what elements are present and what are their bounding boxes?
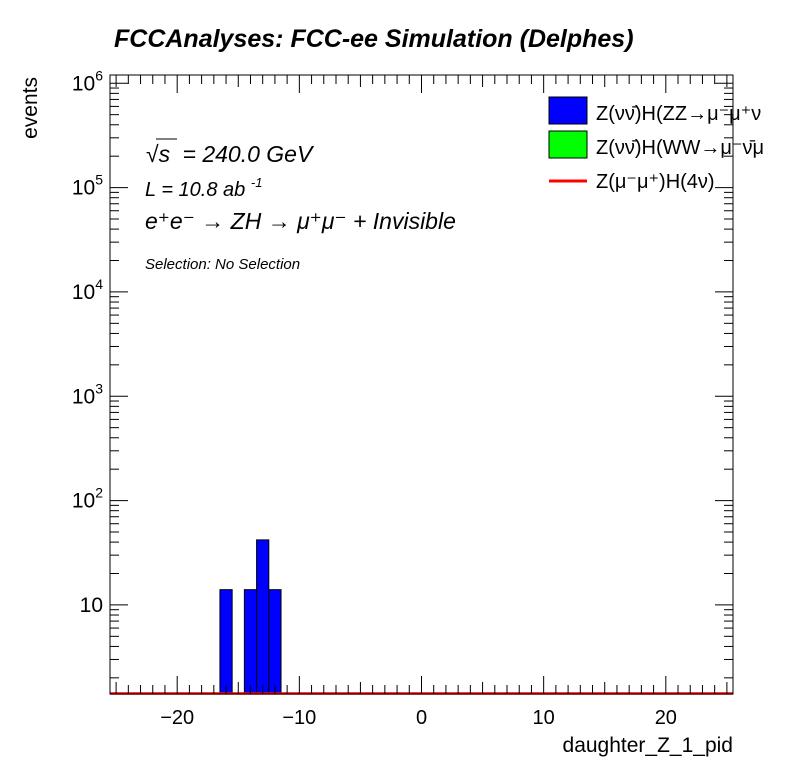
selection-annotation: Selection: No Selection: [145, 256, 300, 273]
histogram-bar: [268, 589, 282, 695]
legend-label: Z(νν̄)H(WW→μ⁻ν̄μ: [596, 137, 764, 159]
histogram-bar: [256, 539, 270, 695]
y-tick-label: 104: [72, 276, 103, 304]
legend-label: Z(μ⁻μ⁺)H(4ν): [596, 171, 715, 193]
y-tick-label: 103: [72, 380, 103, 408]
histogram-bars: [219, 539, 282, 695]
x-tick-label: 0: [416, 707, 427, 729]
x-tick-label: −10: [282, 707, 316, 729]
histogram-bar: [243, 589, 258, 695]
y-axis-label: events: [19, 77, 42, 139]
sqrt-s-symbol: √s: [146, 141, 171, 167]
luminosity-exponent: -1: [251, 175, 263, 190]
energy-value: = 240.0 GeV: [183, 141, 315, 167]
y-tick-label: 102: [72, 485, 103, 513]
svg-text:√s = 240.0 GeV: √s = 240.0 GeV: [146, 141, 315, 167]
luminosity-annotation: L = 10.8 ab -1: [145, 175, 262, 201]
legend-swatch: [548, 96, 588, 125]
histogram-bar: [219, 589, 233, 695]
x-axis-label: daughter_Z_1_pid: [563, 734, 733, 757]
y-axis-ticks: 10 102 103 104 105 106: [72, 67, 733, 679]
legend-label: Z(νν̄)H(ZZ→μ⁻μ⁺ν: [596, 103, 761, 125]
x-tick-label: 10: [533, 707, 555, 729]
y-tick-label: 10: [80, 594, 103, 617]
plot-frame: [109, 74, 734, 695]
legend-swatch: [548, 130, 588, 159]
luminosity-text: L = 10.8 ab: [145, 179, 245, 201]
y-tick-label: 105: [72, 172, 103, 200]
chart-title: FCCAnalyses: FCC-ee Simulation (Delphes): [114, 25, 634, 53]
x-axis-ticks: −20 −10 0 10 20: [115, 75, 728, 729]
x-tick-label: −20: [160, 707, 194, 729]
energy-annotation: √s = 240.0 GeV: [146, 138, 315, 167]
legend: Z(νν̄)H(ZZ→μ⁻μ⁺ν Z(νν̄)H(WW→μ⁻ν̄μ Z(μ⁻μ⁺)H…: [548, 96, 764, 193]
x-tick-label: 20: [655, 707, 677, 729]
process-annotation: e⁺e⁻ → ZH → μ⁺μ⁻ + Invisible: [145, 208, 456, 234]
y-tick-label: 106: [72, 67, 103, 95]
